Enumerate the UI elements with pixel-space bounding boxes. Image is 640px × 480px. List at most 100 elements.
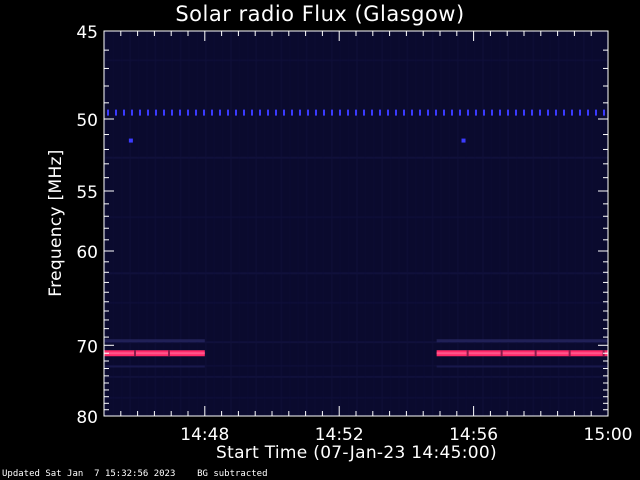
dotted-band-dot [107, 109, 109, 116]
noise-column [498, 31, 501, 416]
chart-title: Solar radio Flux (Glasgow) [175, 2, 465, 26]
dotted-band-dot [275, 109, 277, 116]
dotted-band-dot [547, 109, 549, 116]
dotted-band-dot [387, 109, 389, 116]
noise-column [381, 31, 384, 416]
dotted-band-dot [187, 109, 189, 116]
dotted-band-dot [531, 109, 533, 116]
dotted-band-dot [419, 109, 421, 116]
noise-column [272, 31, 274, 416]
dotted-band-dot [555, 109, 557, 116]
dotted-band-dot [259, 109, 261, 116]
dotted-band-dot [467, 109, 469, 116]
y-tick-label: 50 [76, 111, 98, 131]
noise-column [431, 31, 434, 416]
noise-column [297, 31, 300, 416]
band-gap [466, 350, 469, 357]
dotted-band-dot [403, 109, 405, 116]
dotted-band-dot [523, 109, 525, 116]
noise-column [515, 31, 518, 416]
dotted-band-dot [499, 109, 501, 116]
dotted-band-dot [315, 109, 317, 116]
dotted-band-dot [371, 109, 373, 116]
noise-column [414, 31, 417, 416]
dotted-band-dot [123, 109, 125, 116]
noise-column [330, 31, 333, 416]
dotted-band-dot [227, 109, 229, 116]
band-halo [104, 365, 205, 368]
dotted-band-dot [147, 109, 149, 116]
noise-column [448, 31, 451, 416]
noise-column [532, 31, 535, 416]
dotted-band-dot [347, 109, 349, 116]
noise-column [591, 31, 594, 416]
dotted-band-dot [283, 109, 285, 116]
noise-column [196, 31, 199, 416]
dotted-band-dot [435, 109, 437, 116]
dotted-band-dot [539, 109, 541, 116]
band-gap [134, 350, 136, 357]
noise-column [188, 31, 190, 416]
dotted-band-dot [267, 109, 269, 116]
dotted-band-dot [411, 109, 413, 116]
noise-column [566, 31, 568, 416]
dotted-band-dot [427, 109, 429, 116]
band-gap [568, 350, 571, 357]
dotted-band-dot [219, 109, 221, 116]
noise-column [146, 31, 148, 416]
dotted-band-dot [363, 109, 365, 116]
dotted-band-dot [451, 109, 453, 116]
noise-column [230, 31, 232, 416]
noise-column [465, 31, 468, 416]
noise-column [582, 31, 585, 416]
noise-column [246, 31, 249, 416]
noise-column [238, 31, 241, 416]
noise-column [255, 31, 258, 416]
noise-column [406, 31, 409, 416]
blip-2 [461, 138, 466, 143]
noise-column [574, 31, 577, 416]
footer-updated: Updated Sat Jan 7 15:32:56 2023 [2, 469, 176, 479]
noise-column [347, 31, 350, 416]
noise-column [263, 31, 266, 416]
noise-column [473, 31, 476, 416]
dotted-band-dot [483, 109, 485, 116]
dotted-band-dot [331, 109, 333, 116]
dotted-band-dot [459, 109, 461, 116]
noise-column [221, 31, 224, 416]
noise-column [171, 31, 174, 416]
x-tick-label: 15:00 [584, 425, 633, 445]
dotted-band-dot [603, 109, 605, 116]
noise-column [137, 31, 140, 416]
footer-mode: BG subtracted [197, 469, 268, 479]
dotted-band-dot [163, 109, 165, 116]
dotted-band-dot [291, 109, 293, 116]
dotted-band-dot [203, 109, 205, 116]
noise-column [440, 31, 442, 416]
dotted-band-dot [491, 109, 493, 116]
dotted-band-dot [379, 109, 381, 116]
noise-column [507, 31, 510, 416]
x-tick-label: 14:48 [180, 425, 229, 445]
y-tick-label: 80 [76, 408, 98, 428]
noise-column [129, 31, 132, 416]
noise-column [524, 31, 526, 416]
noise-column [423, 31, 426, 416]
band-halo [104, 339, 205, 343]
dotted-band-dot [323, 109, 325, 116]
dotted-band-dot [587, 109, 589, 116]
noise-column [162, 31, 165, 416]
dotted-band-dot [115, 109, 117, 116]
dotted-band-dot [507, 109, 509, 116]
dotted-band-dot [595, 109, 597, 116]
dotted-band-dot [299, 109, 301, 116]
y-tick-label: 45 [76, 23, 98, 43]
dotted-band-dot [131, 109, 133, 116]
noise-column [213, 31, 216, 416]
noise-column [557, 31, 560, 416]
noise-column [104, 31, 106, 416]
noise-column [179, 31, 182, 416]
dotted-band-dot [235, 109, 237, 116]
strong-band-right-core [436, 352, 608, 355]
footer: Updated Sat Jan 7 15:32:56 2023 BG subtr… [2, 469, 268, 479]
